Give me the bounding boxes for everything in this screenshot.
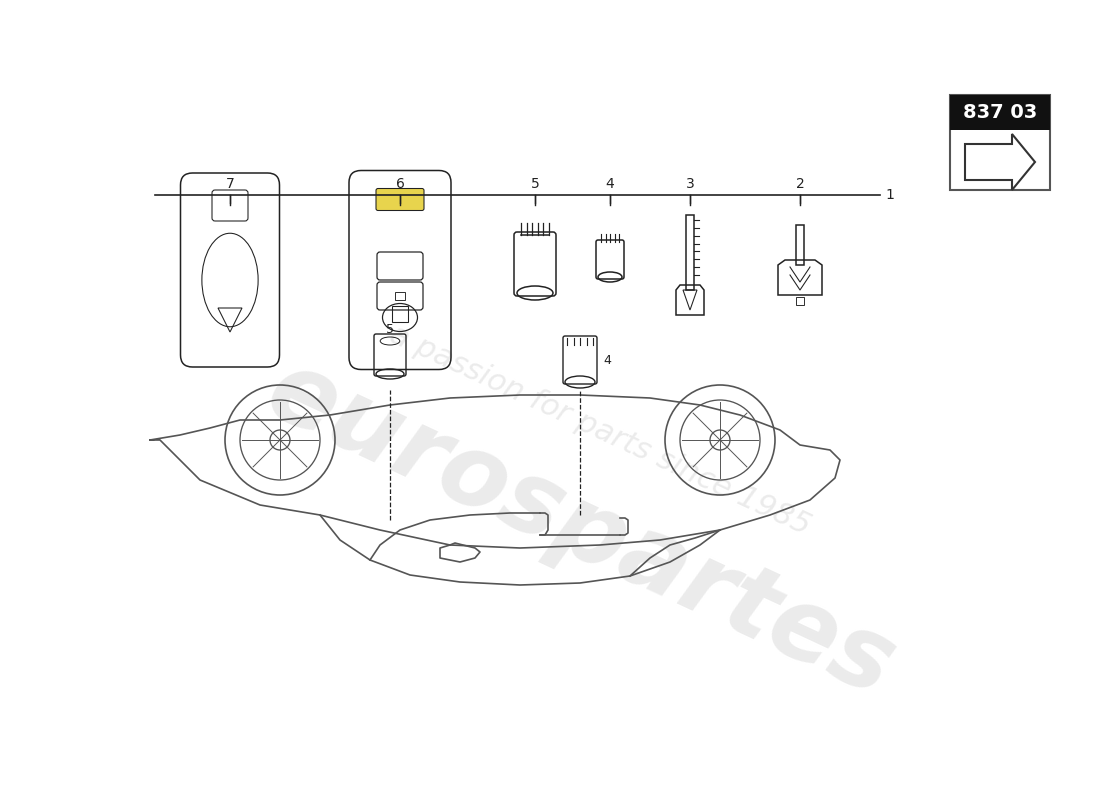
Text: 5: 5 [530,177,539,191]
Text: eurospartes: eurospartes [251,342,909,718]
Text: 837 03: 837 03 [962,102,1037,122]
Text: 3: 3 [685,177,694,191]
Text: 2: 2 [795,177,804,191]
Text: 6: 6 [396,177,405,191]
Bar [395,292,405,300]
Bar [950,95,1050,130]
Text: a passion for parts since 1985: a passion for parts since 1985 [385,319,815,541]
Text: 4: 4 [606,177,615,191]
FancyBboxPatch shape [376,189,424,210]
Text: 1: 1 [886,188,894,202]
Text: 7: 7 [226,177,234,191]
Bar [796,225,804,265]
Text: 5: 5 [386,323,394,336]
Bar [796,297,804,305]
Bar [392,306,408,322]
Text: 4: 4 [603,354,611,366]
FancyBboxPatch shape [950,95,1050,190]
Bar [686,215,694,290]
